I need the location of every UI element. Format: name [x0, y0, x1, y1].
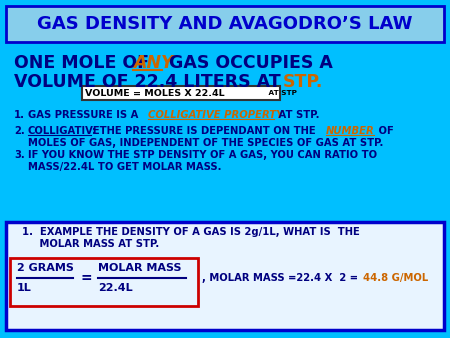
Text: VOLUME = MOLES X 22.4L: VOLUME = MOLES X 22.4L	[85, 89, 225, 97]
Text: 1L: 1L	[17, 283, 32, 293]
Text: AT STP.: AT STP.	[275, 110, 320, 120]
Text: MOLES OF GAS, INDEPENDENT OF THE SPECIES OF GAS AT STP.: MOLES OF GAS, INDEPENDENT OF THE SPECIES…	[28, 138, 383, 148]
FancyBboxPatch shape	[6, 222, 444, 330]
Text: 2 GRAMS: 2 GRAMS	[17, 263, 74, 273]
Text: GAS OCCUPIES A: GAS OCCUPIES A	[163, 54, 333, 72]
Text: 2.: 2.	[14, 126, 25, 136]
Text: OF: OF	[375, 126, 394, 136]
FancyBboxPatch shape	[10, 258, 198, 306]
FancyBboxPatch shape	[6, 6, 444, 42]
Text: STP.: STP.	[283, 73, 324, 91]
Text: IF YOU KNOW THE STP DENSITY OF A GAS, YOU CAN RATIO TO: IF YOU KNOW THE STP DENSITY OF A GAS, YO…	[28, 150, 377, 160]
Text: GAS DENSITY AND AVAGODRO’S LAW: GAS DENSITY AND AVAGODRO’S LAW	[37, 15, 413, 33]
Text: 44.8 G/MOL: 44.8 G/MOL	[363, 273, 428, 283]
Text: NUMBER: NUMBER	[326, 126, 375, 136]
Text: 1.: 1.	[14, 110, 25, 120]
Text: AT STP: AT STP	[266, 90, 297, 96]
Text: COLLIGATIVE PROPERTY: COLLIGATIVE PROPERTY	[148, 110, 284, 120]
Text: COLLIGATIVE: COLLIGATIVE	[28, 126, 101, 136]
Text: GAS PRESSURE IS A: GAS PRESSURE IS A	[28, 110, 142, 120]
Text: ONE MOLE OF: ONE MOLE OF	[14, 54, 155, 72]
Text: MASS/22.4L TO GET MOLAR MASS.: MASS/22.4L TO GET MOLAR MASS.	[28, 162, 221, 172]
Text: , MOLAR MASS =22.4 X  2 =: , MOLAR MASS =22.4 X 2 =	[202, 273, 361, 283]
Text: MOLAR MASS: MOLAR MASS	[98, 263, 181, 273]
Text: : THE PRESSURE IS DEPENDANT ON THE: : THE PRESSURE IS DEPENDANT ON THE	[92, 126, 319, 136]
Text: =: =	[80, 271, 92, 285]
FancyBboxPatch shape	[82, 86, 280, 100]
Text: 1.  EXAMPLE THE DENSITY OF A GAS IS 2g/1L, WHAT IS  THE: 1. EXAMPLE THE DENSITY OF A GAS IS 2g/1L…	[22, 227, 360, 237]
Text: 3.: 3.	[14, 150, 25, 160]
Text: ANY: ANY	[133, 54, 174, 72]
Text: VOLUME OF 22.4 LITERS AT: VOLUME OF 22.4 LITERS AT	[14, 73, 287, 91]
Text: MOLAR MASS AT STP.: MOLAR MASS AT STP.	[22, 239, 159, 249]
Text: 22.4L: 22.4L	[98, 283, 133, 293]
